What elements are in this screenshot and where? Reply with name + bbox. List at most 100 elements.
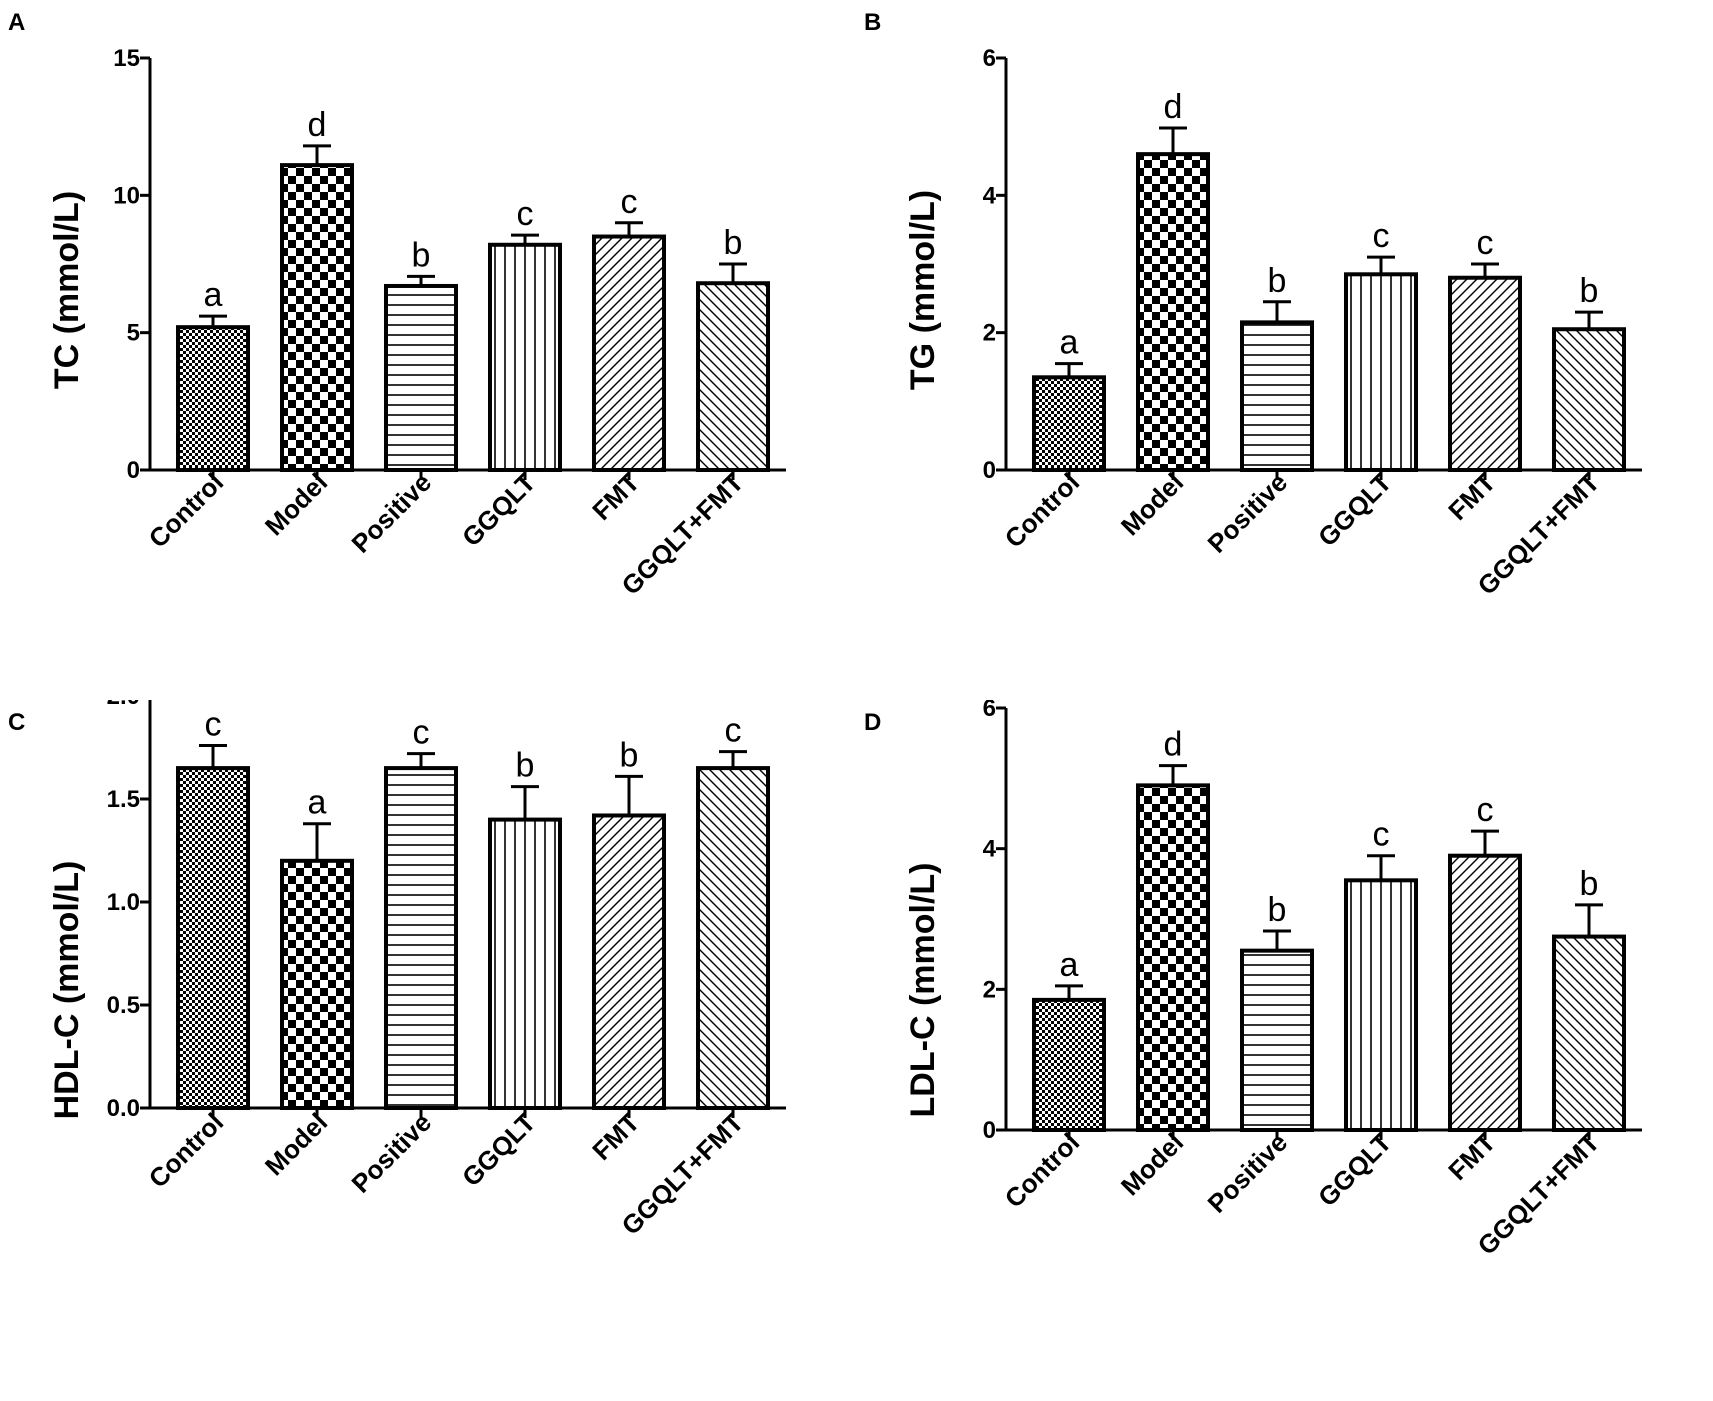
- plot-area: 0246aControldModelbPositivecGGQLTcFMTbGG…: [983, 45, 1642, 601]
- panel-label: B: [864, 9, 881, 36]
- panel-c: C HDL-C (mmol/L) 0.0 0.5 1.0 1.5 2.0 c Control…: [0, 700, 856, 1400]
- bar-ggqlt-fmt: [696, 766, 770, 1110]
- category-label-ggqlt: GGQLT: [1312, 467, 1397, 552]
- y-tick-label: 15: [113, 45, 140, 72]
- y-tick-label: 0: [983, 457, 996, 484]
- y-tick-label: 2.0: [107, 700, 140, 710]
- significance-letter: b: [724, 224, 743, 262]
- category-label-ggqlt: GGQLT: [1312, 1127, 1397, 1212]
- panel-a: A TC (mmol/L) 0 5 10 15 a Control d Model b Posit…: [0, 0, 856, 700]
- bar-ggqlt: [488, 817, 562, 1110]
- bar-positive: [1240, 320, 1314, 472]
- significance-letter: b: [1268, 891, 1287, 929]
- significance-letter: c: [205, 705, 222, 743]
- bar-control: [176, 766, 250, 1110]
- bar-positive: [1240, 948, 1314, 1132]
- category-label-ggqlt: GGQLT: [456, 1107, 541, 1192]
- category-label-control: Control: [999, 467, 1086, 554]
- significance-letter: c: [1477, 791, 1494, 829]
- bar-control: [1032, 375, 1106, 472]
- category-label-positive: Positive: [1202, 467, 1294, 559]
- significance-letter: b: [1268, 262, 1287, 300]
- bar-fmt: [1448, 853, 1522, 1132]
- bar-ggqlt-fmt: [1552, 327, 1626, 472]
- bar-model: [1136, 783, 1210, 1132]
- bar-positive: [384, 766, 458, 1110]
- bar-model: [280, 163, 354, 472]
- chart-a: A TC (mmol/L) 0 5 10 15 a Control d Model b Posit…: [8, 9, 786, 601]
- significance-letter: a: [204, 276, 223, 314]
- panel-d: D LDL-C (mmol/L) 0 2 4 6 a Control d Model b Posi…: [856, 700, 1712, 1400]
- bar-positive: [384, 283, 458, 472]
- significance-letter: d: [308, 106, 327, 144]
- panel-label: D: [864, 709, 881, 736]
- significance-letter: b: [1580, 865, 1599, 903]
- bar-control: [176, 325, 250, 472]
- bar-model: [280, 858, 354, 1110]
- significance-letter: b: [620, 736, 639, 774]
- bar-fmt: [1448, 275, 1522, 472]
- plot-area: 0.0 0.5 1.0 1.5 2.0 c Control a Model c Positive b G…: [107, 700, 786, 1241]
- category-label-fmt: FMT: [1442, 1127, 1501, 1186]
- y-tick-label: 6: [983, 700, 996, 722]
- category-label-model: Model: [1115, 1127, 1189, 1201]
- category-label-control: Control: [999, 1127, 1086, 1214]
- y-tick-label: 4: [983, 182, 997, 209]
- bar-ggqlt-fmt: [696, 281, 770, 472]
- category-label-model: Model: [259, 1107, 333, 1181]
- chart-c: C HDL-C (mmol/L) 0.0 0.5 1.0 1.5 2.0 c Control…: [8, 700, 786, 1241]
- chart-b: B TG (mmol/L) 0 2 4 6 a Control d Model b Positiv…: [864, 9, 1642, 601]
- significance-letter: b: [1580, 272, 1599, 310]
- y-tick-label: 2: [983, 320, 996, 347]
- bar-ggqlt: [1344, 272, 1418, 472]
- y-tick-label: 0: [127, 457, 140, 484]
- y-tick-label: 6: [983, 45, 996, 72]
- bar-model: [1136, 152, 1210, 472]
- y-axis-label: HDL-C (mmol/L): [48, 861, 86, 1120]
- bar-ggqlt: [1344, 878, 1418, 1132]
- bar-fmt: [592, 813, 666, 1110]
- y-tick-label: 1.0: [107, 889, 140, 916]
- significance-letter: c: [725, 712, 742, 750]
- y-tick-label: 4: [983, 836, 997, 863]
- significance-letter: a: [1060, 324, 1079, 362]
- category-label-control: Control: [143, 467, 230, 554]
- plot-area: 0 5 10 15 a Control d Model b Positive c GGQLT c FMT b…: [113, 45, 786, 601]
- y-tick-label: 1.5: [107, 786, 140, 813]
- y-tick-label: 0: [983, 1117, 996, 1144]
- plot-area: 0246aControldModelbPositivecGGQLTcFMTbGG…: [983, 700, 1642, 1261]
- category-label-fmt: FMT: [586, 467, 645, 526]
- bar-control: [1032, 997, 1106, 1132]
- panel-label: A: [8, 9, 25, 36]
- y-tick-label: 10: [113, 182, 140, 209]
- category-label-positive: Positive: [1202, 1127, 1294, 1219]
- significance-letter: c: [1373, 816, 1390, 854]
- y-tick-label: 2: [983, 976, 996, 1003]
- significance-letter: c: [1477, 224, 1494, 262]
- significance-letter: a: [1060, 946, 1079, 984]
- y-tick-label: 0.0: [107, 1095, 140, 1122]
- bar-ggqlt: [488, 242, 562, 472]
- y-tick-label: 0.5: [107, 992, 140, 1019]
- significance-letter: b: [412, 236, 431, 274]
- y-tick-label: 5: [127, 320, 140, 347]
- bar-ggqlt-fmt: [1552, 934, 1626, 1132]
- significance-letter: d: [1164, 88, 1183, 126]
- category-label-model: Model: [1115, 467, 1189, 541]
- significance-letter: a: [308, 784, 327, 822]
- category-label-positive: Positive: [346, 467, 438, 559]
- y-axis-label: TC (mmol/L): [48, 191, 86, 389]
- category-label-fmt: FMT: [586, 1107, 645, 1166]
- chart-d: D LDL-C (mmol/L) 0 2 4 6 a Control d Model b Posi…: [864, 700, 1642, 1261]
- category-label-control: Control: [143, 1107, 230, 1194]
- category-label-positive: Positive: [346, 1107, 438, 1199]
- category-label-model: Model: [259, 467, 333, 541]
- significance-letter: c: [413, 714, 430, 752]
- significance-letter: d: [1164, 726, 1183, 764]
- y-axis-label: TG (mmol/L): [904, 190, 942, 390]
- category-label-fmt: FMT: [1442, 467, 1501, 526]
- y-axis-label: LDL-C (mmol/L): [904, 863, 942, 1118]
- significance-letter: c: [517, 195, 534, 233]
- bar-fmt: [592, 234, 666, 472]
- significance-letter: b: [516, 747, 535, 785]
